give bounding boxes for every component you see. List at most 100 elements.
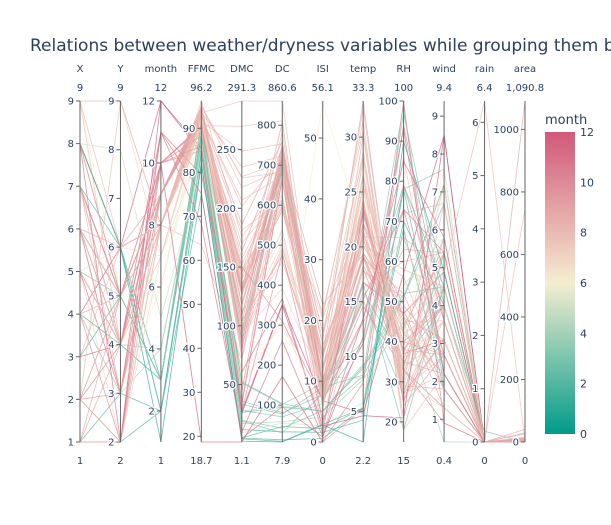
- tick-label: 50: [385, 297, 398, 308]
- tick-label: 700: [257, 161, 276, 172]
- axis-min-label: 0.4: [436, 456, 452, 467]
- tick-label: 5: [472, 171, 478, 182]
- tick-label: 9: [108, 97, 114, 108]
- tick-label: 10: [142, 159, 155, 170]
- axis-min-label: 0: [320, 456, 326, 467]
- tick-label: 400: [500, 312, 519, 323]
- tick-label: 4: [472, 224, 478, 235]
- tick-label: 200: [257, 361, 276, 372]
- tick-label: 25: [344, 188, 357, 199]
- axis-max-label: 96.2: [190, 83, 212, 94]
- tick-label: 8: [149, 221, 155, 232]
- tick-label: 0: [310, 438, 316, 449]
- tick-label: 90: [183, 124, 196, 135]
- tick-label: 4: [108, 340, 114, 351]
- tick-label: 1: [68, 438, 74, 449]
- tick-label: 5: [108, 291, 114, 302]
- tick-label: 1000: [494, 125, 519, 136]
- tick-label: 600: [500, 250, 519, 261]
- tick-label: 200: [217, 204, 236, 215]
- tick-label: 30: [304, 255, 317, 266]
- axis-max-label: 9.4: [436, 83, 452, 94]
- data-polyline: [79, 128, 526, 443]
- tick-label: 100: [217, 321, 236, 332]
- data-polyline: [79, 107, 525, 443]
- tick-label: 2: [149, 407, 155, 418]
- colorbar-tick-label: 10: [580, 176, 594, 189]
- tick-label: 100: [257, 401, 276, 412]
- tick-label: 100: [379, 97, 398, 108]
- tick-label: 6: [108, 243, 114, 254]
- tick-label: 50: [304, 134, 317, 145]
- data-polyline: [79, 140, 525, 443]
- tick-label: 5: [351, 407, 357, 418]
- tick-label: 150: [217, 263, 236, 274]
- colorbar-tick-label: 2: [580, 378, 587, 391]
- axis-max-label: 9: [77, 83, 83, 94]
- axis-label: ISI: [317, 64, 329, 75]
- data-polyline: [80, 120, 525, 443]
- data-polyline: [79, 100, 525, 443]
- axis-max-label: 860.6: [268, 83, 297, 94]
- tick-label: 8: [432, 150, 438, 161]
- tick-label: 3: [432, 339, 438, 350]
- tick-label: 5: [68, 267, 74, 278]
- tick-label: 9: [432, 112, 438, 123]
- colorbar-tick-label: 8: [580, 227, 587, 240]
- axis-min-label: 1: [158, 456, 164, 467]
- tick-label: 2: [432, 377, 438, 388]
- tick-label: 500: [257, 241, 276, 252]
- axis-max-label: 291.3: [227, 83, 256, 94]
- axis-max-label: 6.4: [477, 83, 493, 94]
- colorbar-tick-label: 4: [580, 327, 587, 340]
- axes-layer: X91123456789Y9223456789month12124681012F…: [66, 64, 544, 467]
- tick-label: 20: [304, 316, 317, 327]
- axis-min-label: 1: [77, 456, 83, 467]
- tick-label: 2: [472, 331, 478, 342]
- axis-min-label: 18.7: [190, 456, 212, 467]
- colorbar-tick-label: 12: [580, 126, 594, 139]
- data-polyline: [79, 114, 525, 443]
- tick-label: 800: [500, 187, 519, 198]
- axis-label: temp: [350, 64, 376, 75]
- tick-label: 30: [344, 133, 357, 144]
- tick-label: 6: [149, 283, 155, 294]
- axis-max-label: 33.3: [352, 83, 374, 94]
- axis-label: DMC: [230, 64, 253, 75]
- tick-label: 50: [183, 300, 196, 311]
- axis-max-label: 56.1: [312, 83, 334, 94]
- colorbar: month 0 2 4 6 8 10 12: [545, 113, 594, 441]
- tick-label: 200: [500, 375, 519, 386]
- tick-label: 8: [108, 145, 114, 156]
- tick-label: 4: [149, 345, 155, 356]
- tick-label: 3: [108, 389, 114, 400]
- tick-label: 40: [385, 337, 398, 348]
- axis-max-label: 9: [117, 83, 123, 94]
- tick-label: 30: [385, 377, 398, 388]
- colorbar-title: month: [545, 113, 587, 128]
- tick-label: 3: [68, 352, 74, 363]
- tick-label: 7: [108, 194, 114, 205]
- tick-label: 10: [304, 377, 317, 388]
- data-polyline: [79, 129, 525, 443]
- tick-label: 10: [344, 352, 357, 363]
- tick-label: 70: [183, 212, 196, 223]
- axis-label: Y: [116, 64, 124, 75]
- axis-label: wind: [432, 64, 456, 75]
- tick-label: 8: [68, 139, 74, 150]
- axis-min-label: 0: [481, 456, 487, 467]
- tick-label: 800: [257, 121, 276, 132]
- tick-label: 40: [304, 194, 317, 205]
- data-polyline: [79, 115, 526, 443]
- tick-label: 0: [513, 438, 519, 449]
- data-polyline: [79, 120, 526, 443]
- data-polyline: [79, 130, 525, 443]
- tick-label: 6: [68, 224, 74, 235]
- axis-label: area: [514, 64, 536, 75]
- axis-min-label: 7.9: [274, 456, 290, 467]
- tick-label: 20: [183, 432, 196, 443]
- tick-label: 2: [108, 438, 114, 449]
- data-polyline: [79, 117, 525, 443]
- tick-label: 60: [183, 256, 196, 267]
